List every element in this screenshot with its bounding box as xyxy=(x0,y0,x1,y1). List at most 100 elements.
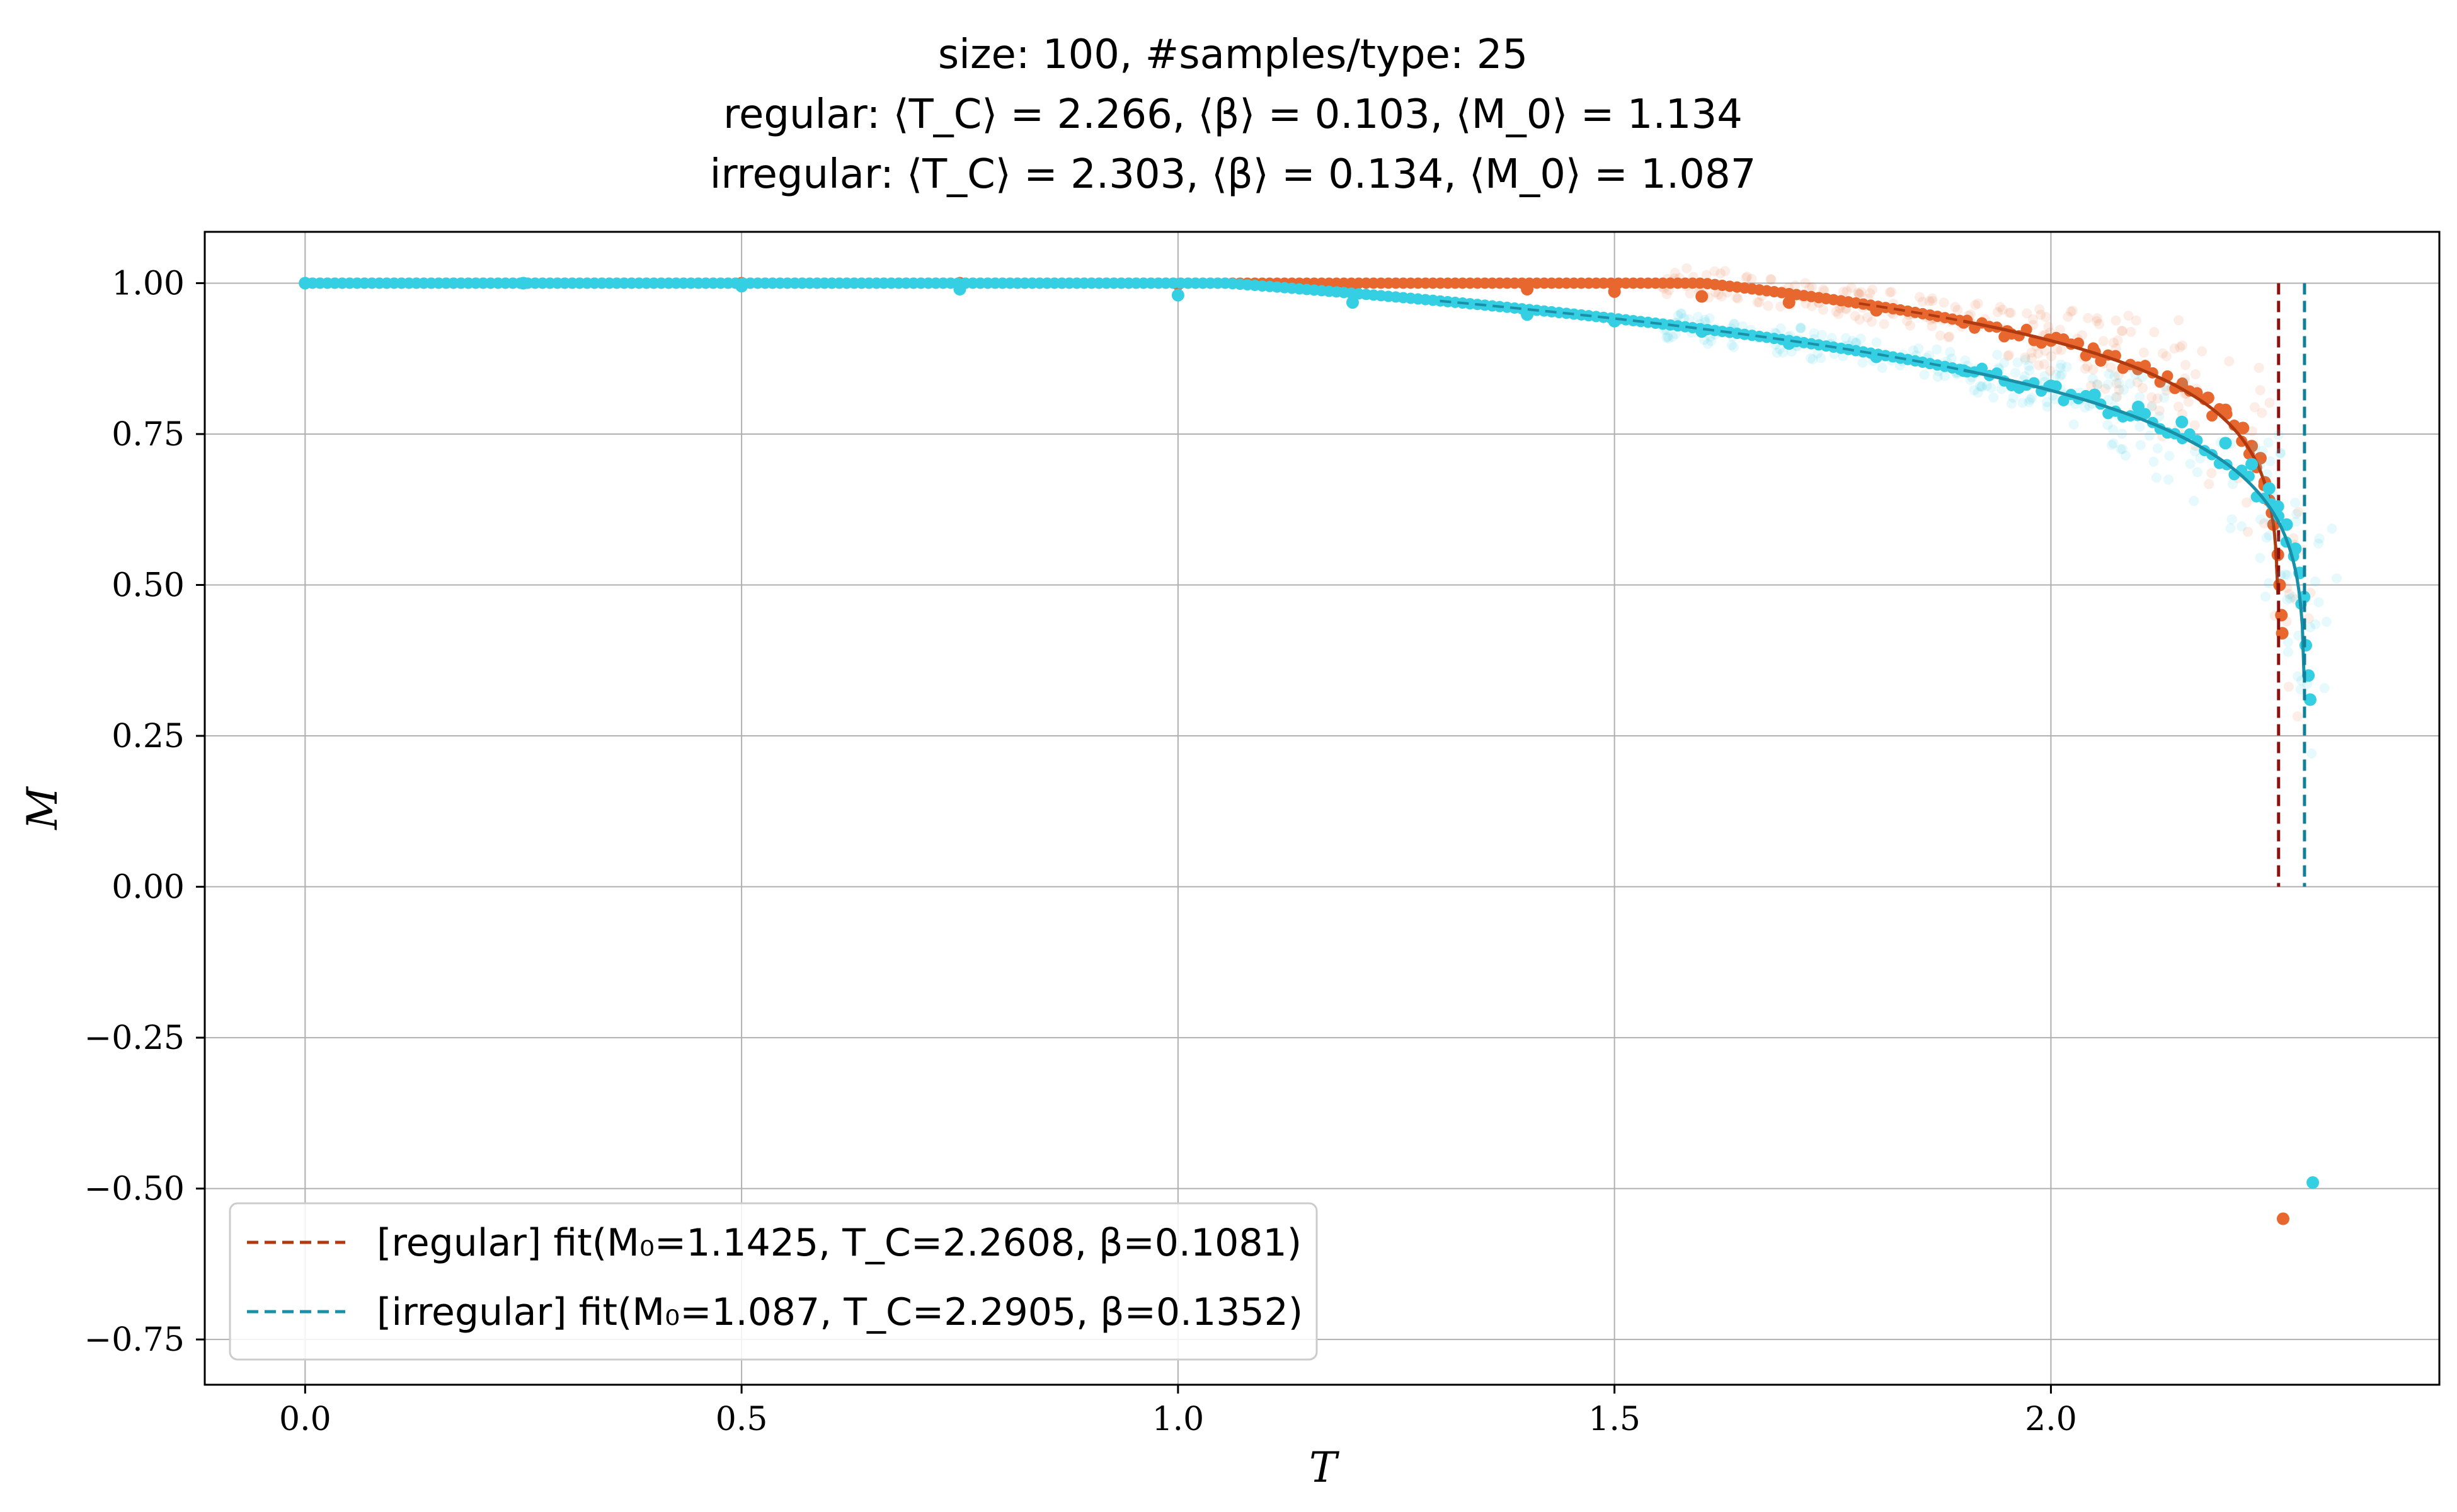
sample-point xyxy=(2157,348,2168,358)
sample-point xyxy=(2130,369,2141,380)
sample-point xyxy=(1774,343,1785,354)
sample-point xyxy=(2100,384,2110,394)
sample-point xyxy=(2020,354,2030,365)
sample-point xyxy=(2291,517,2301,527)
data-point xyxy=(1608,285,1621,298)
sample-point xyxy=(1726,340,1737,350)
sample-point xyxy=(1796,323,1806,334)
sample-point xyxy=(1795,323,1806,333)
sample-point xyxy=(1673,310,1683,321)
sample-point xyxy=(2189,496,2199,507)
sample-point xyxy=(2174,401,2184,412)
y-tick-label: 1.00 xyxy=(112,265,185,302)
sample-point xyxy=(1924,350,1935,361)
sample-point xyxy=(2255,514,2266,525)
sample-point xyxy=(1685,288,1695,299)
sample-point xyxy=(1841,286,1852,297)
sample-point xyxy=(2116,444,2126,455)
data-point xyxy=(1608,314,1621,328)
sample-point xyxy=(2247,426,2257,437)
sample-point xyxy=(2319,683,2330,694)
sample-point xyxy=(2036,309,2046,320)
sample-point xyxy=(1847,336,1858,346)
sample-point xyxy=(2327,524,2337,534)
sample-point xyxy=(2118,384,2129,395)
sample-point xyxy=(1732,293,1743,304)
data-point xyxy=(2175,415,2189,428)
sample-point xyxy=(2098,336,2109,346)
sample-point xyxy=(2313,538,2324,549)
sample-point xyxy=(1952,305,1963,316)
sample-point xyxy=(2226,514,2237,525)
x-tick-label: 0.5 xyxy=(716,1400,768,1438)
sample-point xyxy=(2056,369,2067,380)
sample-point xyxy=(1905,320,1916,331)
sample-point xyxy=(2265,456,2276,467)
sample-point xyxy=(1754,297,1765,307)
sample-point xyxy=(2257,408,2267,418)
sample-point xyxy=(2080,402,2090,413)
sample-point xyxy=(2280,569,2291,580)
series-irregular xyxy=(299,277,2342,1189)
sample-point xyxy=(2331,573,2342,584)
data-point xyxy=(2245,457,2259,471)
sample-point xyxy=(1981,381,1992,391)
sample-point xyxy=(1790,280,1801,291)
title-line-2: regular: ⟨T_C⟩ = 2.266, ⟨β⟩ = 0.103, ⟨M_… xyxy=(723,91,1743,138)
sample-point xyxy=(1973,387,1983,398)
data-point xyxy=(1521,283,1534,296)
y-tick-label: 0.25 xyxy=(112,718,185,755)
sample-point xyxy=(2293,671,2303,682)
data-point xyxy=(735,280,748,293)
data-point xyxy=(2262,482,2276,495)
sample-point xyxy=(2161,351,2172,362)
sample-point xyxy=(2146,392,2157,403)
sample-point xyxy=(2225,523,2236,534)
sample-point xyxy=(2024,365,2035,376)
sample-point xyxy=(2004,307,2015,318)
data-point xyxy=(1976,362,1988,374)
fit-curve-irregular xyxy=(1963,369,2306,677)
sample-point xyxy=(2107,424,2118,435)
sample-point xyxy=(2151,472,2162,483)
sample-point xyxy=(2046,351,2056,362)
title-line-1: size: 100, #samples/type: 25 xyxy=(938,32,1528,78)
sample-point xyxy=(1813,348,1823,358)
sample-point xyxy=(2236,521,2247,532)
sample-point xyxy=(2049,394,2060,404)
sample-point xyxy=(2092,379,2102,390)
sample-point xyxy=(2106,440,2117,450)
sample-point xyxy=(1854,289,1865,300)
sample-point xyxy=(2146,401,2157,411)
sample-point xyxy=(2063,311,2073,322)
sample-point xyxy=(2264,578,2274,588)
sample-point xyxy=(2138,347,2149,358)
sample-point xyxy=(2088,364,2099,375)
sample-point xyxy=(1927,295,1938,306)
sample-point xyxy=(1919,369,1930,380)
sample-point xyxy=(1670,267,1680,278)
sample-point xyxy=(1988,392,1999,403)
data-point xyxy=(1346,296,1359,309)
sample-point xyxy=(1855,333,1866,344)
sample-point xyxy=(1850,311,1860,321)
sample-point xyxy=(1706,336,1717,346)
sample-point xyxy=(1997,304,2008,315)
data-point xyxy=(2058,394,2070,406)
sample-point xyxy=(1939,370,1950,381)
sample-point xyxy=(2154,405,2165,416)
sample-point xyxy=(2056,345,2066,355)
sample-point xyxy=(2117,444,2128,454)
sample-point xyxy=(1877,362,1887,373)
title-line-3: irregular: ⟨T_C⟩ = 2.303, ⟨β⟩ = 0.134, ⟨… xyxy=(710,151,1756,198)
sample-point xyxy=(2255,553,2265,563)
sample-point xyxy=(2189,446,2200,457)
sample-point xyxy=(1715,268,1726,279)
y-tick-label: 0.50 xyxy=(112,566,185,604)
sample-point xyxy=(1699,314,1710,325)
sample-point xyxy=(2163,474,2174,485)
sample-point xyxy=(2117,326,2128,336)
sample-point xyxy=(2061,362,2072,372)
data-point xyxy=(1521,308,1534,321)
data-point xyxy=(2219,403,2232,416)
